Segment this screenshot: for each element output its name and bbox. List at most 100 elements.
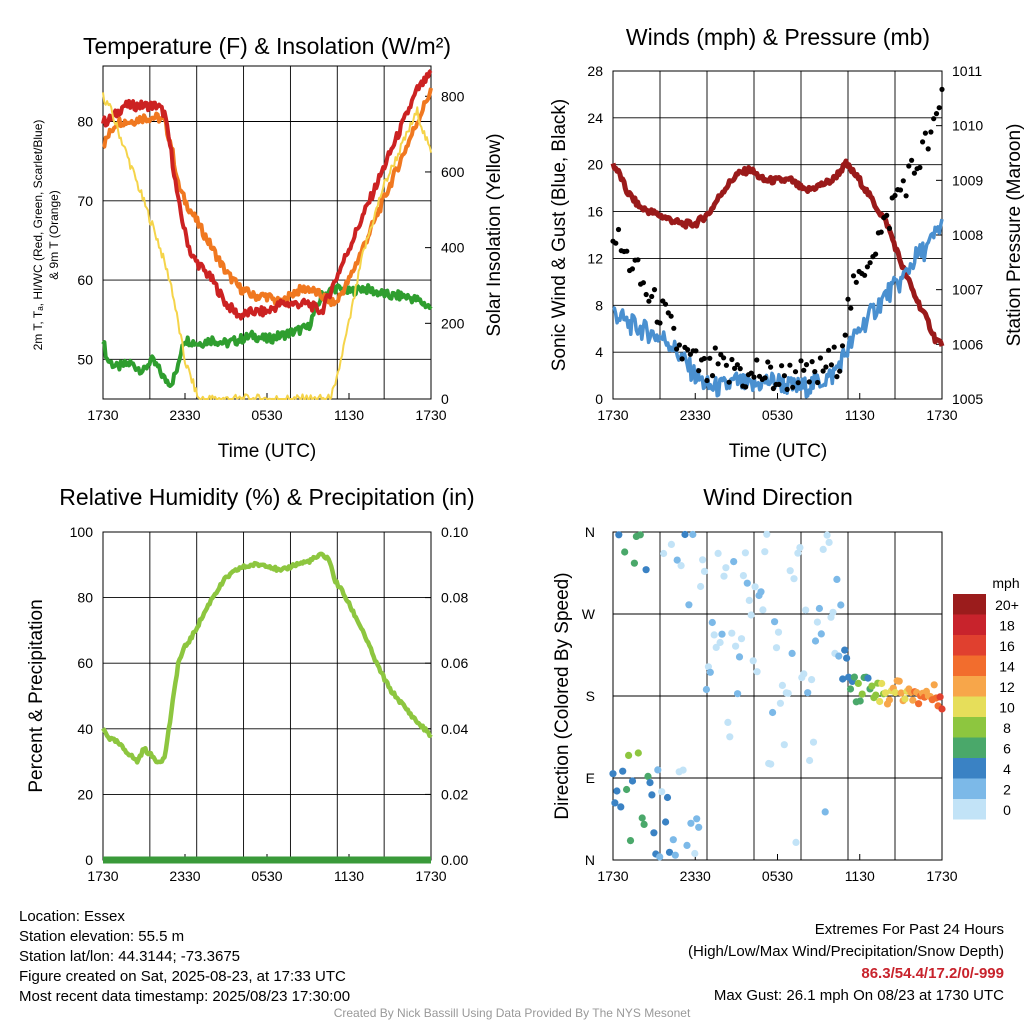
gust-point xyxy=(936,105,942,111)
plot-frame-3 xyxy=(102,531,432,861)
gust-point xyxy=(839,343,846,349)
gust-point xyxy=(917,164,923,171)
direction-point xyxy=(749,657,757,665)
direction-point xyxy=(626,837,635,845)
direction-point xyxy=(693,815,701,823)
direction-point xyxy=(656,853,664,861)
series-line-1 xyxy=(102,87,433,308)
direction-point xyxy=(806,756,814,765)
direction-point xyxy=(858,690,866,698)
series-line-0 xyxy=(610,158,945,347)
direction-point xyxy=(706,668,714,676)
direction-point xyxy=(759,606,767,614)
gust-point xyxy=(884,212,890,218)
colorbar-label: 8 xyxy=(1003,720,1011,736)
gust-point xyxy=(820,368,826,374)
y-tick-label: 4 xyxy=(595,344,603,360)
direction-point xyxy=(720,572,728,580)
direction-point xyxy=(841,646,849,654)
direction-point xyxy=(712,643,720,652)
colorbar-label: 0 xyxy=(1003,802,1011,818)
direction-point xyxy=(735,653,744,661)
gust-point xyxy=(712,345,718,351)
gust-point xyxy=(834,374,840,380)
gust-point xyxy=(790,384,796,390)
y-tick-right-label: 0.06 xyxy=(441,655,468,671)
direction-point xyxy=(621,548,629,556)
direction-point xyxy=(699,556,707,564)
direction-point xyxy=(677,562,685,570)
gust-point xyxy=(657,320,663,326)
colorbar-swatch xyxy=(953,676,986,697)
gust-point xyxy=(826,347,832,353)
gust-point xyxy=(828,362,835,368)
direction-point xyxy=(761,548,769,556)
direction-point xyxy=(802,606,810,614)
direction-point xyxy=(811,637,820,645)
direction-point xyxy=(728,629,736,637)
direction-point xyxy=(700,567,709,576)
direction-point xyxy=(784,689,792,697)
gust-point xyxy=(615,226,622,233)
gust-point xyxy=(795,380,801,386)
y-tick-label: 60 xyxy=(77,655,93,671)
y-axis-label-left: & 9m T (Orange) xyxy=(47,190,61,280)
gust-point xyxy=(649,293,655,300)
direction-point xyxy=(650,829,658,837)
y-tick-right-label: 0 xyxy=(441,391,449,407)
gust-point xyxy=(886,225,893,231)
direction-point xyxy=(829,608,837,616)
x-tick-label: 0530 xyxy=(251,407,282,423)
gust-point xyxy=(726,379,732,385)
gust-point xyxy=(928,129,934,135)
x-tick-label: 1730 xyxy=(597,407,628,423)
direction-point xyxy=(702,685,711,694)
y-tick-right-label: 800 xyxy=(441,88,465,104)
x-tick-label: 1730 xyxy=(926,407,957,423)
direction-point xyxy=(790,575,798,583)
credit: Created By Nick Bassill Using Data Provi… xyxy=(333,1006,691,1020)
x-tick-label: 2330 xyxy=(680,868,711,884)
gust-point xyxy=(671,325,677,331)
y-tick-right-label: 1007 xyxy=(952,282,983,298)
gust-point xyxy=(776,381,782,387)
gust-point xyxy=(629,266,636,272)
colorbar-label: 16 xyxy=(999,638,1015,654)
colorbar-label: 18 xyxy=(999,618,1015,634)
direction-point xyxy=(669,836,677,844)
gust-point xyxy=(837,368,843,374)
gust-point xyxy=(770,385,777,392)
y-tick-label: 20 xyxy=(77,786,93,802)
gust-point xyxy=(892,192,898,199)
direction-point xyxy=(786,567,794,575)
direction-point xyxy=(732,642,740,650)
y-tick-label: 80 xyxy=(77,114,93,130)
x-tick-label: 0530 xyxy=(762,868,793,884)
direction-point xyxy=(722,564,730,572)
direction-point xyxy=(613,787,621,795)
chart-title: Winds (mph) & Pressure (mb) xyxy=(626,24,930,50)
direction-point xyxy=(804,689,812,697)
gust-point xyxy=(734,362,741,368)
direction-point xyxy=(708,618,716,627)
direction-point xyxy=(704,663,713,671)
direction-point xyxy=(683,841,691,850)
y-tick-right-label: 0.04 xyxy=(441,721,468,737)
y-tick-label: 70 xyxy=(77,193,93,209)
gust-point xyxy=(743,384,749,390)
direction-point xyxy=(895,677,903,685)
colorbar-swatch xyxy=(953,696,986,717)
y-tick-label: 28 xyxy=(587,63,603,79)
direction-point xyxy=(640,820,648,829)
direction-point xyxy=(843,654,851,662)
gust-point xyxy=(651,287,658,293)
colorbar-swatch xyxy=(953,594,986,615)
y-tick-right-label: 1010 xyxy=(952,118,983,134)
direction-point xyxy=(772,644,781,652)
gust-point xyxy=(809,359,815,365)
direction-point xyxy=(724,718,732,727)
gust-point xyxy=(643,291,649,298)
series-line-0 xyxy=(101,551,433,765)
x-tick-label: 1730 xyxy=(87,407,118,423)
x-axis-label: Time (UTC) xyxy=(729,441,828,462)
